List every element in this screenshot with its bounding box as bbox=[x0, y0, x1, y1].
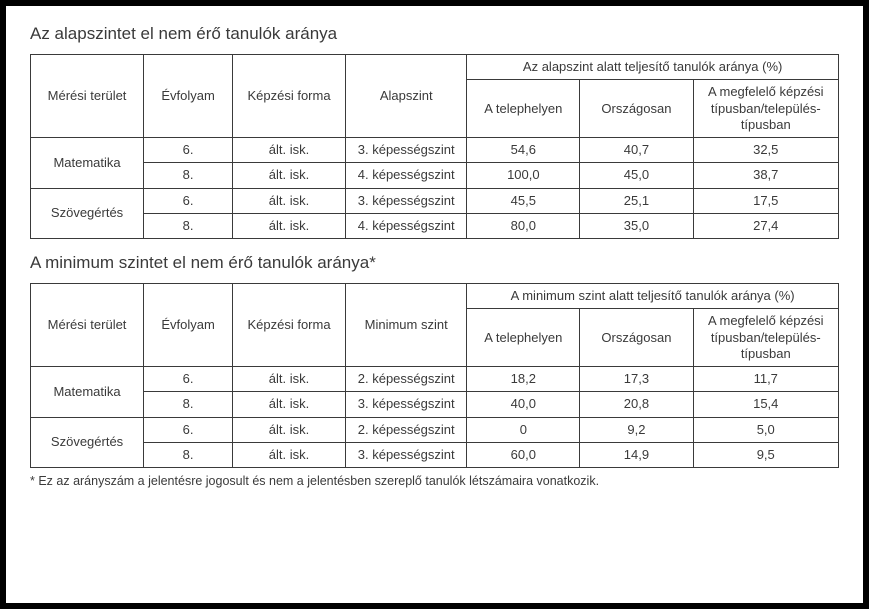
cell-nat: 17,3 bbox=[580, 367, 693, 392]
cell-type: 32,5 bbox=[693, 138, 839, 163]
cell-site: 40,0 bbox=[467, 392, 580, 417]
cell-level: 3. képességszint bbox=[346, 138, 467, 163]
cell-form: ált. isk. bbox=[232, 188, 345, 213]
cell-grade: 8. bbox=[144, 163, 233, 188]
cell-site: 45,5 bbox=[467, 188, 580, 213]
cell-form: ált. isk. bbox=[232, 442, 345, 467]
th-form: Képzési forma bbox=[232, 55, 345, 138]
cell-form: ált. isk. bbox=[232, 392, 345, 417]
cell-type: 27,4 bbox=[693, 213, 839, 238]
cell-grade: 8. bbox=[144, 392, 233, 417]
th-national: Országosan bbox=[580, 309, 693, 367]
table-row: Szövegértés6.ált. isk.3. képességszint45… bbox=[31, 188, 839, 213]
table1-title: Az alapszintet el nem érő tanulók aránya bbox=[30, 24, 839, 44]
page-content: Az alapszintet el nem érő tanulók aránya… bbox=[6, 6, 863, 603]
cell-type: 9,5 bbox=[693, 442, 839, 467]
cell-level: 2. képességszint bbox=[346, 417, 467, 442]
cell-level: 3. képességszint bbox=[346, 392, 467, 417]
cell-site: 100,0 bbox=[467, 163, 580, 188]
cell-grade: 6. bbox=[144, 417, 233, 442]
table-row: 8.ált. isk.3. képességszint60,014,99,5 bbox=[31, 442, 839, 467]
table2: Mérési terület Évfolyam Képzési forma Mi… bbox=[30, 283, 839, 468]
th-grade: Évfolyam bbox=[144, 55, 233, 138]
cell-grade: 6. bbox=[144, 367, 233, 392]
cell-level: 3. képességszint bbox=[346, 188, 467, 213]
th-area: Mérési terület bbox=[31, 55, 144, 138]
th-type: A megfelelő képzési típusban/település-t… bbox=[693, 309, 839, 367]
table-row: Matematika6.ált. isk.3. képességszint54,… bbox=[31, 138, 839, 163]
table-row: 8.ált. isk.3. képességszint40,020,815,4 bbox=[31, 392, 839, 417]
cell-level: 4. képességszint bbox=[346, 213, 467, 238]
cell-grade: 8. bbox=[144, 213, 233, 238]
table-row: Szövegértés6.ált. isk.2. képességszint09… bbox=[31, 417, 839, 442]
table-row: Matematika6.ált. isk.2. képességszint18,… bbox=[31, 367, 839, 392]
th-level: Minimum szint bbox=[346, 284, 467, 367]
th-group1: Az alapszint alatt teljesítő tanulók ará… bbox=[467, 55, 839, 80]
cell-site: 80,0 bbox=[467, 213, 580, 238]
cell-area: Matematika bbox=[31, 138, 144, 189]
th-type: A megfelelő képzési típusban/település-t… bbox=[693, 80, 839, 138]
table2-title: A minimum szintet el nem érő tanulók ará… bbox=[30, 253, 839, 273]
cell-nat: 25,1 bbox=[580, 188, 693, 213]
footnote: * Ez az arányszám a jelentésre jogosult … bbox=[30, 474, 839, 488]
th-group2: A minimum szint alatt teljesítő tanulók … bbox=[467, 284, 839, 309]
cell-nat: 9,2 bbox=[580, 417, 693, 442]
cell-level: 3. képességszint bbox=[346, 442, 467, 467]
cell-type: 15,4 bbox=[693, 392, 839, 417]
cell-site: 54,6 bbox=[467, 138, 580, 163]
cell-nat: 20,8 bbox=[580, 392, 693, 417]
th-area: Mérési terület bbox=[31, 284, 144, 367]
cell-type: 17,5 bbox=[693, 188, 839, 213]
cell-nat: 45,0 bbox=[580, 163, 693, 188]
cell-grade: 8. bbox=[144, 442, 233, 467]
cell-site: 0 bbox=[467, 417, 580, 442]
cell-level: 4. képességszint bbox=[346, 163, 467, 188]
cell-site: 60,0 bbox=[467, 442, 580, 467]
cell-type: 38,7 bbox=[693, 163, 839, 188]
cell-area: Matematika bbox=[31, 367, 144, 418]
th-level: Alapszint bbox=[346, 55, 467, 138]
th-grade: Évfolyam bbox=[144, 284, 233, 367]
cell-type: 5,0 bbox=[693, 417, 839, 442]
th-national: Országosan bbox=[580, 80, 693, 138]
cell-grade: 6. bbox=[144, 188, 233, 213]
cell-area: Szövegértés bbox=[31, 188, 144, 239]
table1: Mérési terület Évfolyam Képzési forma Al… bbox=[30, 54, 839, 239]
table-row: 8.ált. isk.4. képességszint100,045,038,7 bbox=[31, 163, 839, 188]
cell-type: 11,7 bbox=[693, 367, 839, 392]
page-frame: Az alapszintet el nem érő tanulók aránya… bbox=[0, 0, 869, 609]
th-form: Képzési forma bbox=[232, 284, 345, 367]
cell-site: 18,2 bbox=[467, 367, 580, 392]
cell-form: ált. isk. bbox=[232, 367, 345, 392]
table-row: 8.ált. isk.4. képességszint80,035,027,4 bbox=[31, 213, 839, 238]
cell-level: 2. képességszint bbox=[346, 367, 467, 392]
cell-form: ált. isk. bbox=[232, 213, 345, 238]
cell-area: Szövegértés bbox=[31, 417, 144, 468]
cell-nat: 40,7 bbox=[580, 138, 693, 163]
cell-nat: 14,9 bbox=[580, 442, 693, 467]
cell-form: ált. isk. bbox=[232, 417, 345, 442]
cell-grade: 6. bbox=[144, 138, 233, 163]
th-site: A telephelyen bbox=[467, 309, 580, 367]
cell-form: ált. isk. bbox=[232, 163, 345, 188]
cell-form: ált. isk. bbox=[232, 138, 345, 163]
th-site: A telephelyen bbox=[467, 80, 580, 138]
cell-nat: 35,0 bbox=[580, 213, 693, 238]
